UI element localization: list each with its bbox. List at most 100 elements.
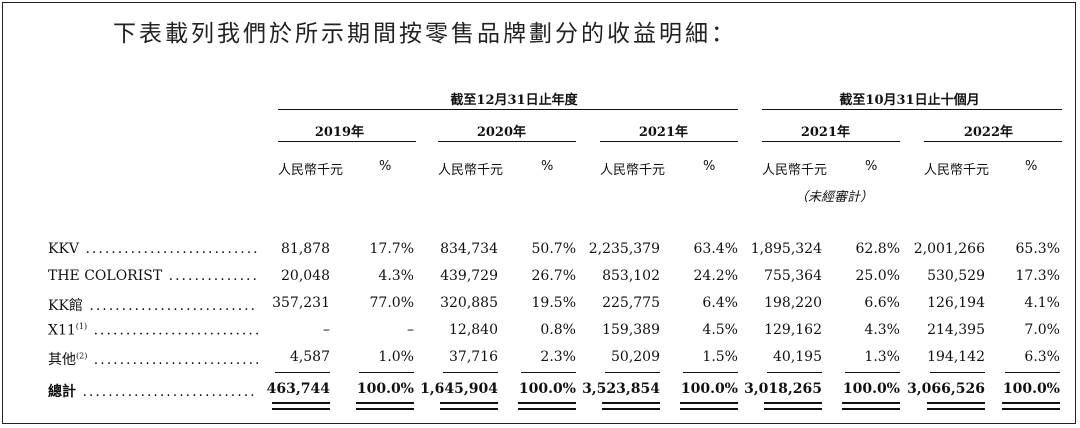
- total-cell: 3,066,526: [907, 381, 985, 397]
- year-header: 2022年: [963, 125, 1013, 140]
- total-double-underline: [356, 402, 414, 410]
- row-label: X11(1) .................................…: [48, 322, 258, 339]
- unaudited-note: （未經審計）: [795, 190, 874, 205]
- leader-dots: ........................................: [85, 241, 258, 257]
- group-header-ten-months: 截至10月31日止十個月: [839, 93, 980, 108]
- total-cell: 3,018,265: [744, 381, 822, 397]
- table-cell: 159,389: [602, 322, 660, 338]
- table-cell: 81,878: [281, 241, 330, 257]
- group-header-year-end: 截至12月31日止年度: [450, 93, 578, 108]
- table-cell: 4.5%: [702, 322, 738, 338]
- total-label-text: 總計: [48, 384, 76, 400]
- total-double-underline: [440, 402, 498, 410]
- total-cell: 3,523,854: [582, 381, 660, 397]
- table-cell: 77.0%: [369, 295, 414, 311]
- year-underline: [600, 141, 738, 142]
- table-cell: 17.3%: [1015, 268, 1060, 284]
- subtotal-line: [1005, 372, 1060, 373]
- row-label-text: 其他: [48, 352, 76, 368]
- row-label: KK館 ....................................…: [48, 295, 258, 315]
- table-cell: –: [323, 322, 330, 338]
- table-cell: 129,162: [764, 322, 822, 338]
- leader-dots: ........................................: [93, 352, 258, 368]
- year-header: 2019年: [314, 125, 364, 140]
- row-label: THE COLORIST ...........................…: [48, 268, 258, 284]
- percent-header: %: [703, 159, 716, 174]
- percent-header: %: [865, 159, 878, 174]
- footnote-marker: (2): [76, 351, 88, 361]
- subtotal-line: [930, 372, 985, 373]
- total-double-underline: [602, 402, 660, 410]
- table-cell: 4.1%: [1024, 295, 1060, 311]
- table-cell: 26.7%: [531, 268, 576, 284]
- table-cell: 1.0%: [378, 349, 414, 365]
- currency-unit-header: 人民幣千元: [600, 163, 666, 178]
- table-cell: 24.2%: [693, 268, 738, 284]
- total-cell: 1,645,904: [420, 381, 498, 397]
- total-double-underline: [927, 402, 985, 410]
- year-header: 2020年: [476, 125, 526, 140]
- year-header: 2021年: [638, 125, 688, 140]
- currency-unit-header: 人民幣千元: [438, 163, 504, 178]
- total-cell: 100.0%: [356, 381, 414, 397]
- footnote-marker: (1): [75, 322, 88, 331]
- currency-unit-header: 人民幣千元: [278, 163, 344, 178]
- table-cell: 25.0%: [855, 268, 900, 284]
- subtotal-line: [767, 372, 822, 373]
- subtotal-line: [359, 372, 414, 373]
- group-underline-ten-months: [762, 109, 1062, 110]
- table-cell: 530,529: [927, 268, 985, 284]
- row-label: KKV ....................................…: [48, 241, 258, 257]
- table-cell: 126,194: [927, 295, 985, 311]
- table-cell: 19.5%: [531, 295, 576, 311]
- table-cell: 4,587: [289, 349, 330, 365]
- table-cell: 194,142: [927, 349, 985, 365]
- table-cell: 755,364: [764, 268, 822, 284]
- leader-dots: ........................................: [82, 384, 258, 400]
- percent-header: %: [1025, 159, 1038, 174]
- table-cell: 4.3%: [378, 268, 414, 284]
- total-double-underline: [518, 402, 576, 410]
- table-cell: 4.3%: [864, 322, 900, 338]
- leader-dots: ........................................: [89, 298, 258, 314]
- intro-sentence: 下表載列我們於所示期間按零售品牌劃分的收益明細：: [113, 21, 737, 47]
- table-cell: 214,395: [927, 322, 985, 338]
- year-underline: [438, 141, 576, 142]
- table-cell: 439,729: [440, 268, 498, 284]
- leader-dots: ........................................: [93, 322, 258, 339]
- table-cell: 1.5%: [702, 349, 738, 365]
- table-cell: 357,231: [272, 295, 330, 311]
- total-double-underline: [842, 402, 900, 410]
- row-label-text: X11: [48, 322, 76, 339]
- total-cell: 100.0%: [842, 381, 900, 397]
- total-double-underline: [764, 402, 822, 410]
- table-cell: 1,895,324: [750, 241, 822, 257]
- table-cell: 225,775: [602, 295, 660, 311]
- row-label-text: THE COLORIST: [48, 268, 163, 284]
- total-double-underline: [680, 402, 738, 410]
- year-underline: [278, 141, 416, 142]
- table-cell: 6.6%: [864, 295, 900, 311]
- leader-dots: ........................................: [168, 268, 258, 284]
- table-cell: 853,102: [602, 268, 660, 284]
- percent-header: %: [379, 159, 392, 174]
- table-cell: 2,235,379: [588, 241, 660, 257]
- table-cell: 50,209: [611, 349, 660, 365]
- table-cell: 7.0%: [1024, 322, 1060, 338]
- total-cell: 463,744: [266, 381, 330, 397]
- subtotal-line: [605, 372, 660, 373]
- table-cell: 834,734: [440, 241, 498, 257]
- year-header: 2021年: [800, 125, 850, 140]
- subtotal-line: [521, 372, 576, 373]
- table-cell: 0.8%: [540, 322, 576, 338]
- row-label: 其他(2) ..................................…: [48, 349, 258, 369]
- subtotal-line: [683, 372, 738, 373]
- row-label-text: KKV: [48, 241, 80, 257]
- total-cell: 100.0%: [518, 381, 576, 397]
- table-cell: 198,220: [764, 295, 822, 311]
- table-cell: 6.3%: [1024, 349, 1060, 365]
- table-cell: 2.3%: [540, 349, 576, 365]
- total-label: 總計 .....................................…: [48, 381, 258, 401]
- subtotal-line: [275, 372, 330, 373]
